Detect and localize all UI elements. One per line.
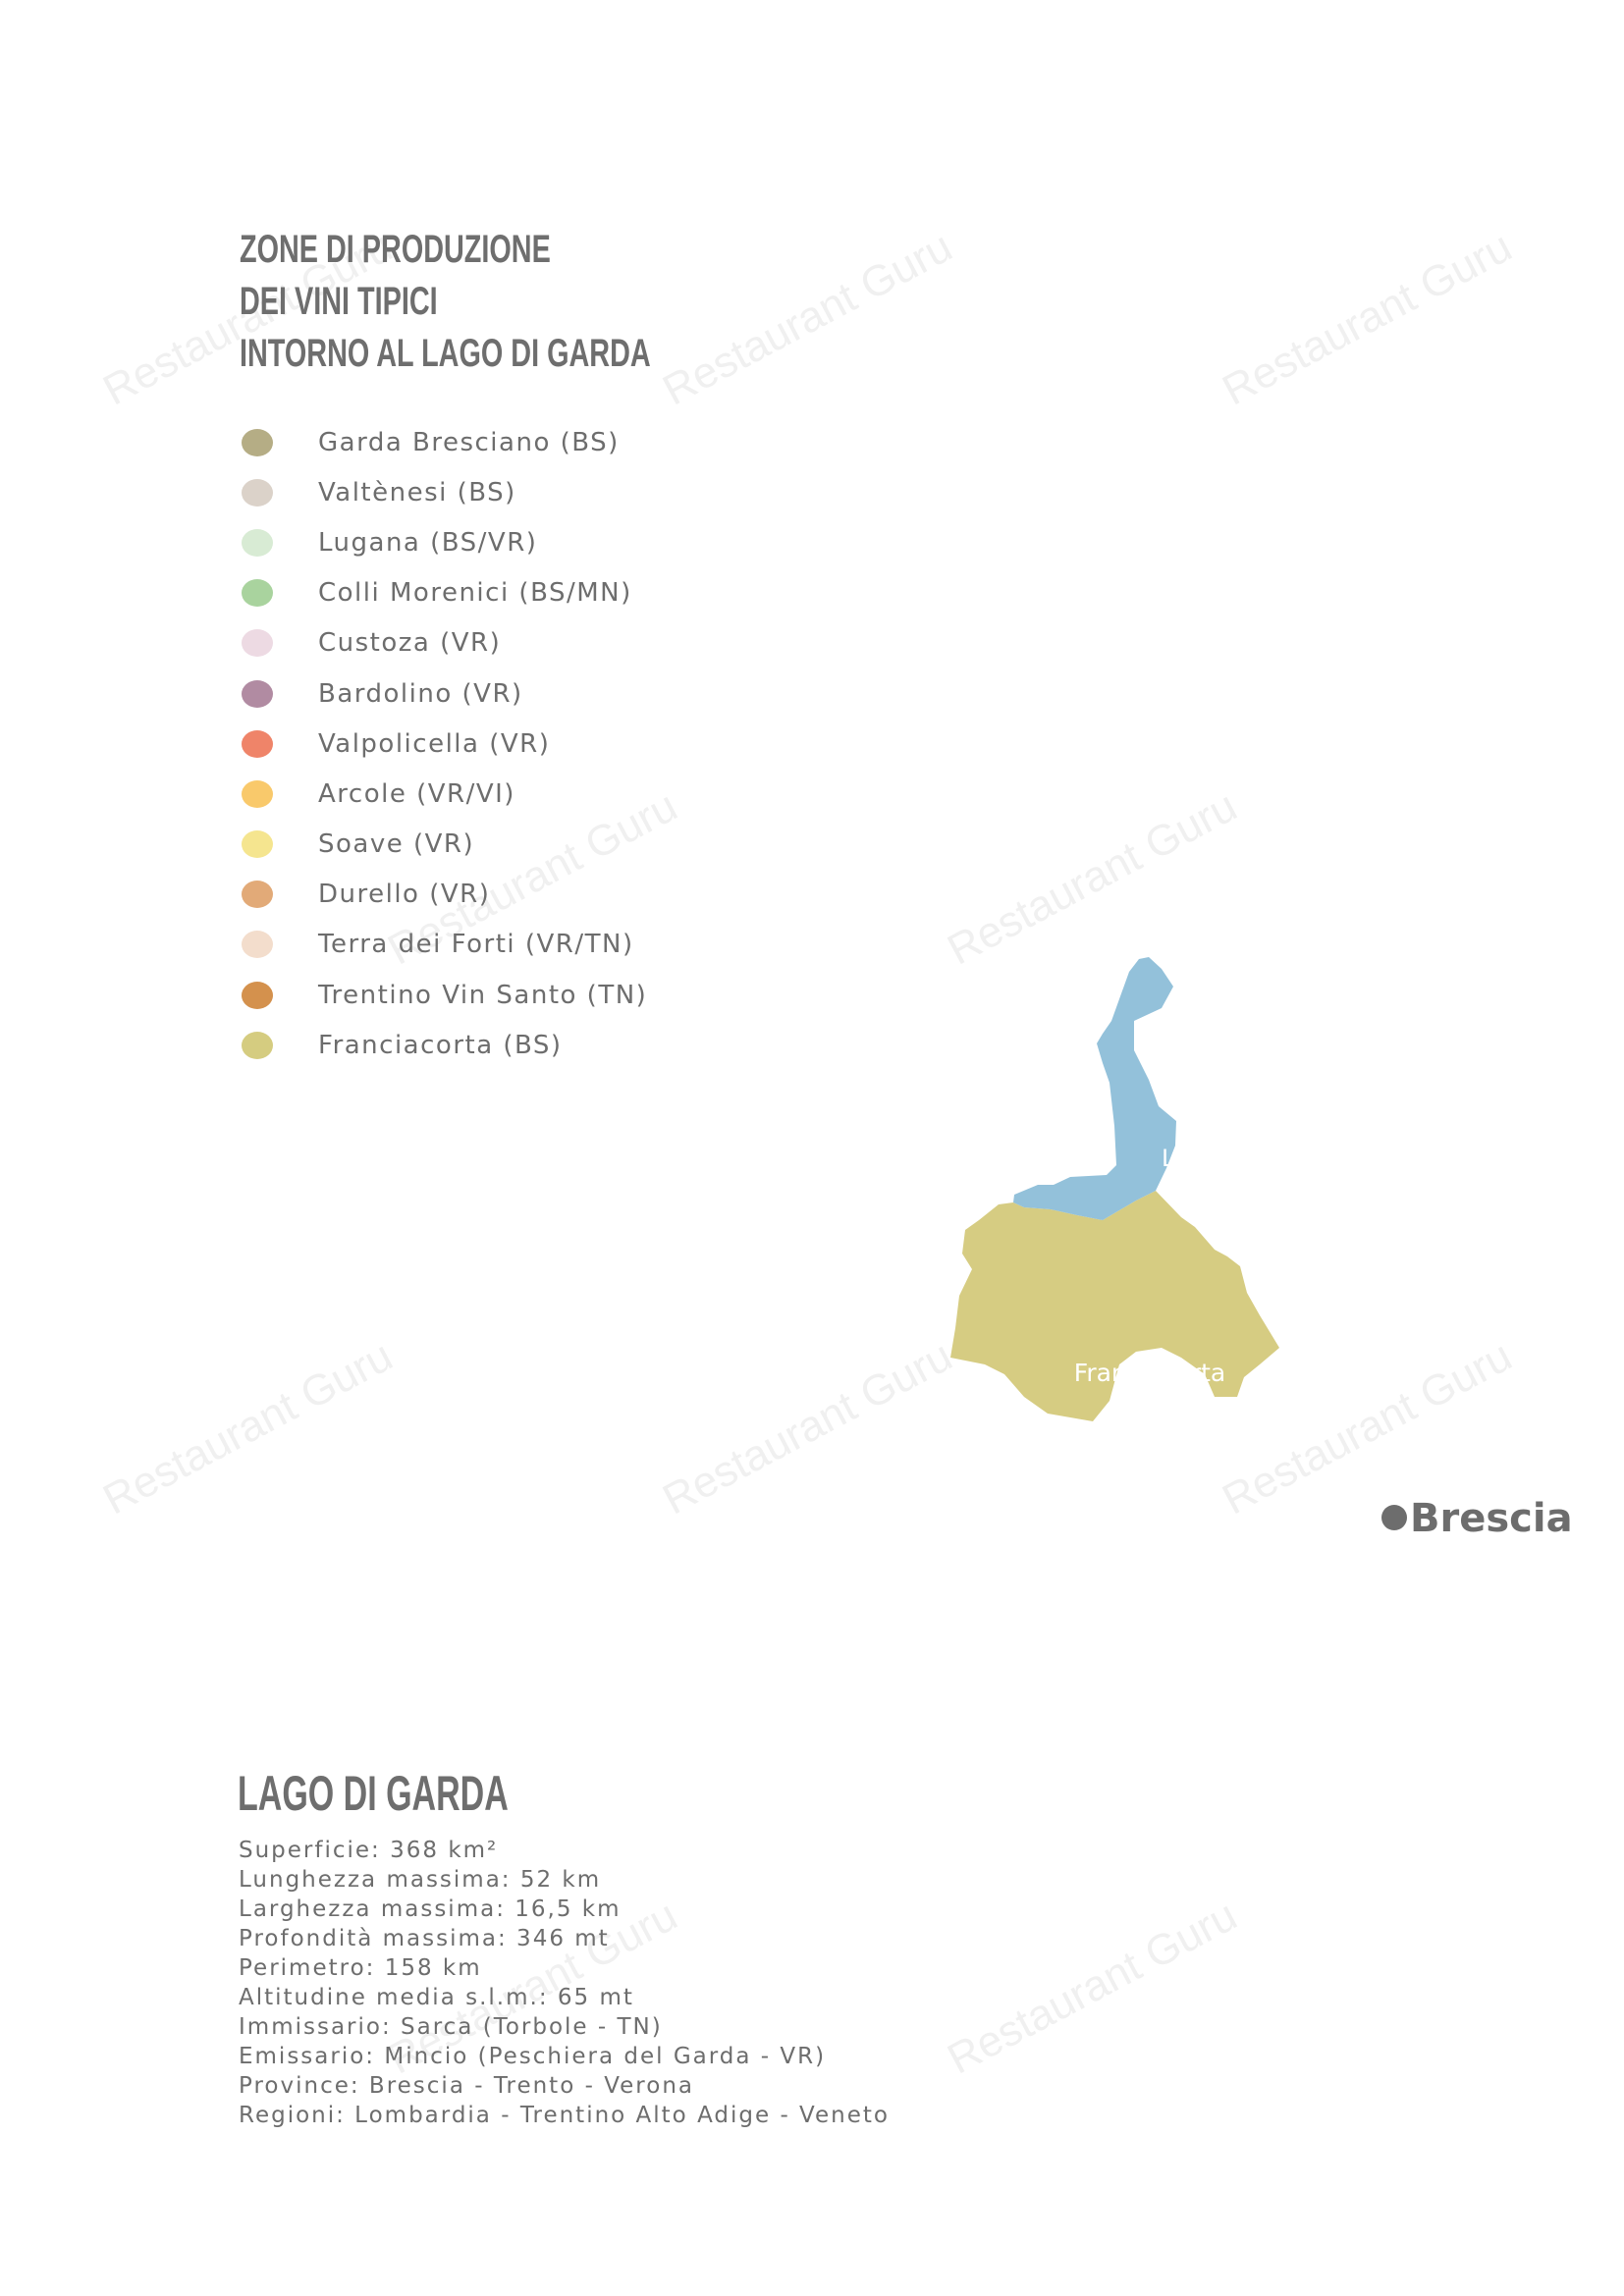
legend-label: Bardolino (VR) (318, 678, 523, 709)
legend-swatch-icon (242, 1031, 273, 1059)
lake-facts: Superficie: 368 km² Lunghezza massima: 52… (239, 1836, 890, 2130)
legend-item: Terra dei Forti (VR/TN) (242, 920, 647, 970)
legend-item: Trentino Vin Santo (TN) (242, 970, 647, 1020)
franciacorta-zone (950, 1191, 1279, 1421)
city-label: Brescia (1410, 1496, 1573, 1541)
legend-label: Franciacorta (BS) (318, 1030, 563, 1060)
lake-label: Lago (1162, 1145, 1218, 1172)
legend-swatch-icon (242, 679, 273, 708)
title-line: DEI VINI TIPICI (240, 280, 438, 323)
legend-label: Durello (VR) (318, 880, 491, 910)
fact-line: Larghezza massima: 16,5 km (239, 1896, 622, 1922)
legend-label: Valtènesi (BS) (318, 477, 516, 507)
legend-item: Arcole (VR/VI) (242, 769, 647, 819)
legend-label: Lugana (BS/VR) (318, 527, 538, 558)
title-line: INTORNO AL LAGO DI GARDA (240, 332, 651, 375)
legend-swatch-icon (242, 428, 273, 456)
legend-item: Lugana (BS/VR) (242, 517, 647, 567)
lago-iseo-shape (1013, 957, 1176, 1220)
title-line: ZONE DI PRODUZIONE (240, 228, 551, 271)
legend-item: Bardolino (VR) (242, 668, 647, 719)
fact-line: Province: Brescia - Trento - Verona (239, 2073, 694, 2099)
city-marker-icon (1381, 1505, 1407, 1530)
legend-swatch-icon (242, 478, 273, 507)
legend-item: Valpolicella (VR) (242, 719, 647, 769)
legend-label: Valpolicella (VR) (318, 728, 551, 759)
legend-swatch-icon (242, 881, 273, 909)
fact-line: Regioni: Lombardia - Trentino Alto Adige… (239, 2103, 890, 2128)
fact-line: Perimetro: 158 km (239, 1955, 482, 1981)
page-title: ZONE DI PRODUZIONE DEI VINI TIPICI INTOR… (240, 224, 651, 380)
legend: Garda Bresciano (BS) Valtènesi (BS) Lugana… (242, 417, 647, 1070)
fact-line: Profondità massima: 346 mt (239, 1926, 610, 1951)
legend-item: Soave (VR) (242, 820, 647, 870)
legend-swatch-icon (242, 579, 273, 608)
legend-item: Garda Bresciano (BS) (242, 417, 647, 467)
legend-item: Colli Morenici (BS/MN) (242, 568, 647, 618)
legend-swatch-icon (242, 629, 273, 658)
legend-item: Durello (VR) (242, 870, 647, 920)
legend-label: Garda Bresciano (BS) (318, 427, 620, 457)
legend-label: Colli Morenici (BS/MN) (318, 578, 632, 609)
fact-line: Superficie: 368 km² (239, 1838, 499, 1863)
fact-line: Altitudine media s.l.m.: 65 mt (239, 1985, 634, 2010)
legend-item: Franciacorta (BS) (242, 1020, 647, 1070)
legend-swatch-icon (242, 981, 273, 1009)
legend-item: Valtènesi (BS) (242, 467, 647, 517)
legend-label: Custoza (VR) (318, 628, 502, 659)
info-title: LAGO DI GARDA (238, 1766, 509, 1821)
legend-label: Arcole (VR/VI) (318, 778, 515, 809)
fact-line: Lunghezza massima: 52 km (239, 1867, 602, 1893)
fact-line: Emissario: Mincio (Peschiera del Garda -… (239, 2044, 827, 2069)
legend-label: Terra dei Forti (VR/TN) (318, 930, 634, 960)
zone-label: Franciacorta (1074, 1359, 1225, 1387)
legend-label: Soave (VR) (318, 829, 475, 860)
lake-label: d’Iseo (1160, 1171, 1230, 1199)
legend-swatch-icon (242, 729, 273, 758)
legend-label: Trentino Vin Santo (TN) (318, 980, 648, 1010)
legend-item: Custoza (VR) (242, 618, 647, 668)
legend-swatch-icon (242, 931, 273, 959)
legend-swatch-icon (242, 779, 273, 808)
fact-line: Immissario: Sarca (Torbole - TN) (239, 2014, 663, 2040)
legend-swatch-icon (242, 830, 273, 859)
legend-swatch-icon (242, 528, 273, 557)
